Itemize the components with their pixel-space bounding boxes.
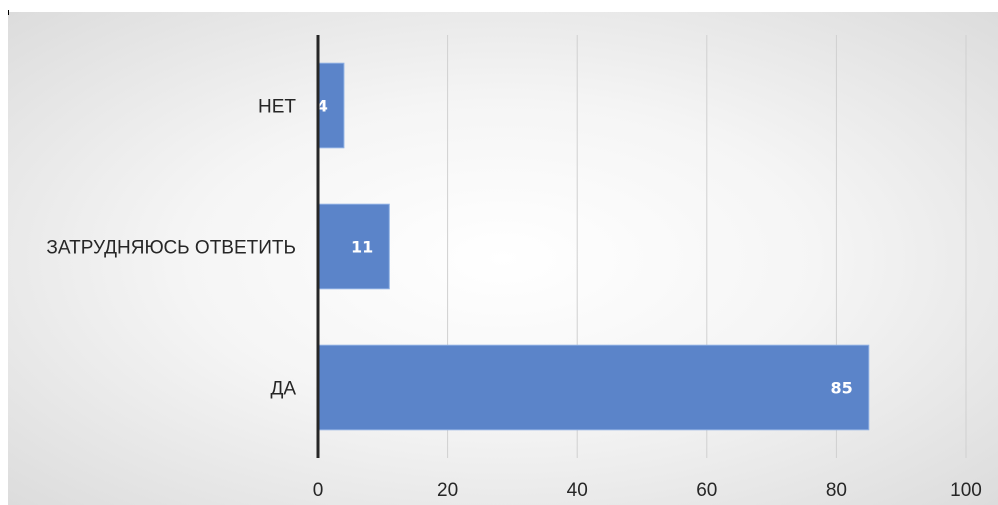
- category-labels: ДА ЗАТРУДНЯЮСЬ ОТВЕТИТЬ НЕТ: [46, 97, 296, 400]
- x-tick-label: 60: [696, 480, 717, 501]
- bars: [317, 62, 870, 431]
- data-label: 11: [351, 238, 373, 257]
- bar: [317, 203, 390, 290]
- category-label: ДА: [270, 379, 296, 400]
- corner-mark: [8, 10, 9, 15]
- data-label: 4: [317, 97, 328, 116]
- x-tick-label: 20: [437, 480, 458, 501]
- bar: [317, 344, 870, 431]
- x-tick-label: 0: [313, 480, 324, 501]
- category-label: ЗАТРУДНЯЮСЬ ОТВЕТИТЬ: [46, 238, 296, 259]
- x-tick-label: 100: [950, 480, 982, 501]
- data-labels: 85 11 4: [317, 97, 853, 398]
- category-label: НЕТ: [258, 97, 296, 118]
- x-tick-label: 40: [567, 480, 588, 501]
- tick-labels: 0 20 40 60 80 100: [313, 480, 982, 501]
- data-label: 85: [831, 379, 853, 398]
- bar: [317, 62, 345, 149]
- x-tick-label: 80: [826, 480, 847, 501]
